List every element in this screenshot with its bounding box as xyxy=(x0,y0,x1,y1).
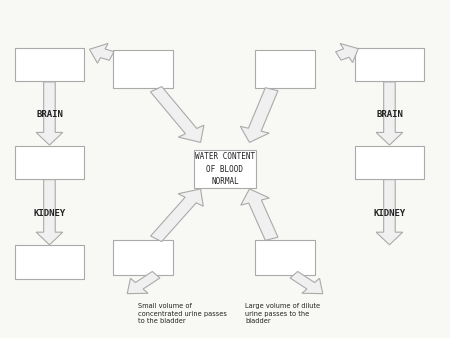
Polygon shape xyxy=(376,82,403,145)
Polygon shape xyxy=(127,271,160,294)
Bar xyxy=(113,50,173,88)
Text: Small volume of
concentrated urine passes
to the bladder: Small volume of concentrated urine passe… xyxy=(138,303,227,324)
Polygon shape xyxy=(290,271,323,294)
Polygon shape xyxy=(336,44,358,63)
Text: Large volume of dilute
urine passes to the
bladder: Large volume of dilute urine passes to t… xyxy=(245,303,320,324)
Polygon shape xyxy=(90,43,114,63)
Polygon shape xyxy=(241,189,278,240)
Bar xyxy=(15,146,84,179)
Bar xyxy=(15,245,84,279)
Polygon shape xyxy=(151,189,203,242)
Text: BRAIN: BRAIN xyxy=(36,110,63,119)
Polygon shape xyxy=(36,82,63,145)
Polygon shape xyxy=(150,87,204,142)
Text: KIDNEY: KIDNEY xyxy=(33,209,66,218)
Bar xyxy=(355,48,424,81)
Bar xyxy=(355,146,424,179)
Polygon shape xyxy=(376,179,403,245)
Text: KIDNEY: KIDNEY xyxy=(374,209,405,218)
Text: BRAIN: BRAIN xyxy=(376,110,403,119)
Text: WATER CONTENT
OF BLOOD
NORMAL: WATER CONTENT OF BLOOD NORMAL xyxy=(195,152,255,186)
Bar xyxy=(113,240,173,274)
Bar xyxy=(255,50,315,88)
Polygon shape xyxy=(36,179,63,245)
Bar xyxy=(15,48,84,81)
Polygon shape xyxy=(240,88,278,142)
Bar xyxy=(194,150,256,188)
Bar xyxy=(255,240,315,274)
